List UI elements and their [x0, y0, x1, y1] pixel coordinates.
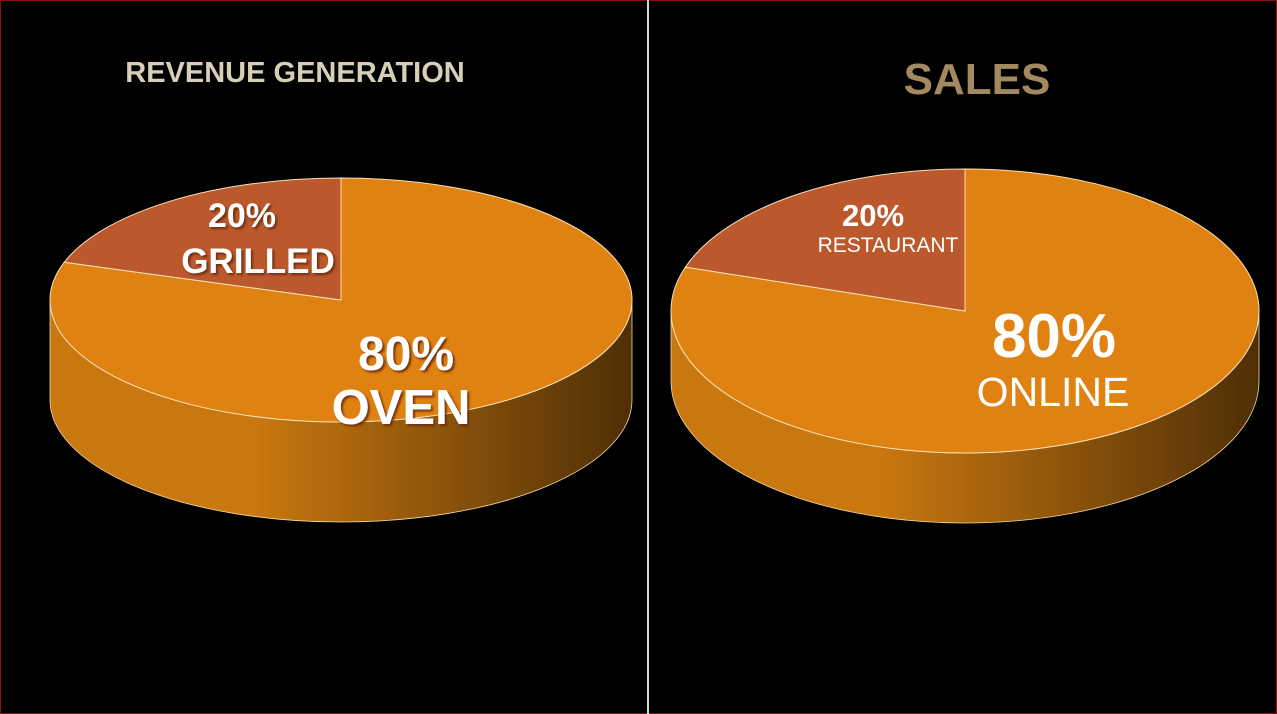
pie-slice-grilled [63, 177, 342, 301]
panel-divider [647, 0, 649, 714]
pie-slice-restaurant [684, 168, 966, 312]
data-label-restaurant-name: RESTAURANT [818, 234, 959, 257]
data-label-oven-value: 80% [358, 328, 454, 381]
chart-title-sales: SALES [904, 55, 1051, 104]
data-label-grilled-name: GRILLED [181, 242, 335, 281]
data-label-grilled-value: 20% [208, 197, 276, 235]
data-label-online-name: ONLINE [977, 369, 1130, 415]
data-label-oven-name: OVEN [332, 381, 471, 435]
pie-chart-sales [670, 168, 1260, 524]
data-label-online-value: 80% [992, 302, 1116, 371]
chart-title-revenue: REVENUE GENERATION [125, 57, 464, 89]
data-label-restaurant-value: 20% [842, 198, 904, 233]
pie-chart-revenue [49, 177, 633, 523]
